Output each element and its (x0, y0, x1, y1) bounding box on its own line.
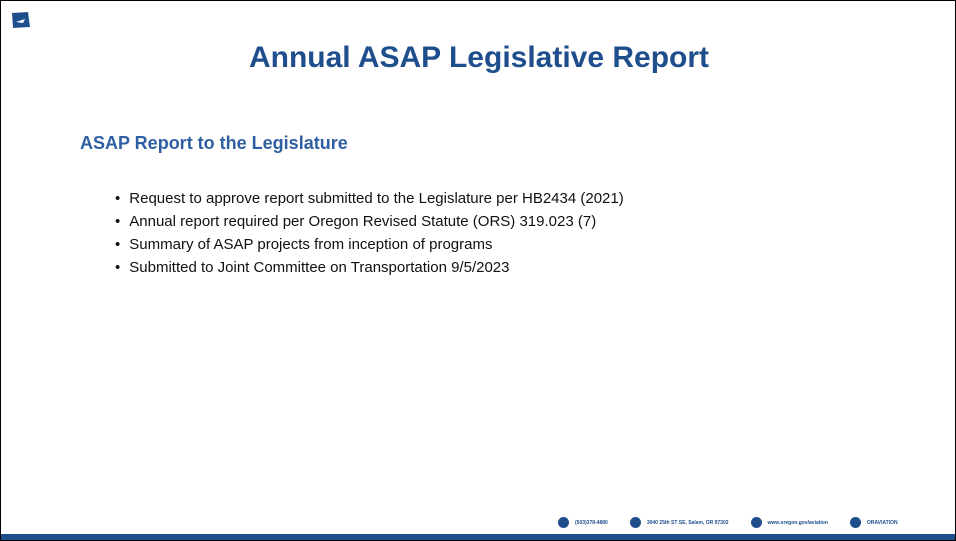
contact: (503)378-4880 (558, 517, 608, 528)
contact-text: (503)378-4880 (575, 519, 608, 526)
contacts: (503)378-4880 3040 25th ST SE, Salem, OR … (558, 517, 920, 528)
contact-text: www.oregon.gov/aviation (767, 519, 828, 526)
bullet: Summary of ASAP projects from inception … (115, 233, 624, 256)
bullet-list: Request to approve report submitted to t… (115, 187, 624, 279)
title: Annual ASAP Legislative Report (248, 41, 710, 74)
contact-icon (629, 517, 641, 528)
bullet: Request to approve report submitted to t… (115, 187, 623, 210)
contact: www.oregon.gov/aviation (750, 517, 828, 528)
bullet: Annual report required per Oregon Revise… (115, 210, 624, 233)
contact-text: ORAVIATION (866, 519, 898, 526)
logo (12, 12, 30, 28)
contact-icon (849, 517, 861, 528)
contact: 3040 25th ST SE, Salem, OR 97302 (629, 517, 729, 528)
contact-icon (750, 517, 762, 528)
contact-icon (558, 517, 569, 528)
footer-bar (1, 534, 955, 540)
contact: ORAVIATION (849, 517, 898, 528)
contact-text: 3040 25th ST SE, Salem, OR 97302 (646, 519, 729, 526)
section-title: ASAP Report to the Legislature (80, 133, 348, 153)
bullet: Submitted to Joint Committee on Transpor… (115, 256, 624, 279)
